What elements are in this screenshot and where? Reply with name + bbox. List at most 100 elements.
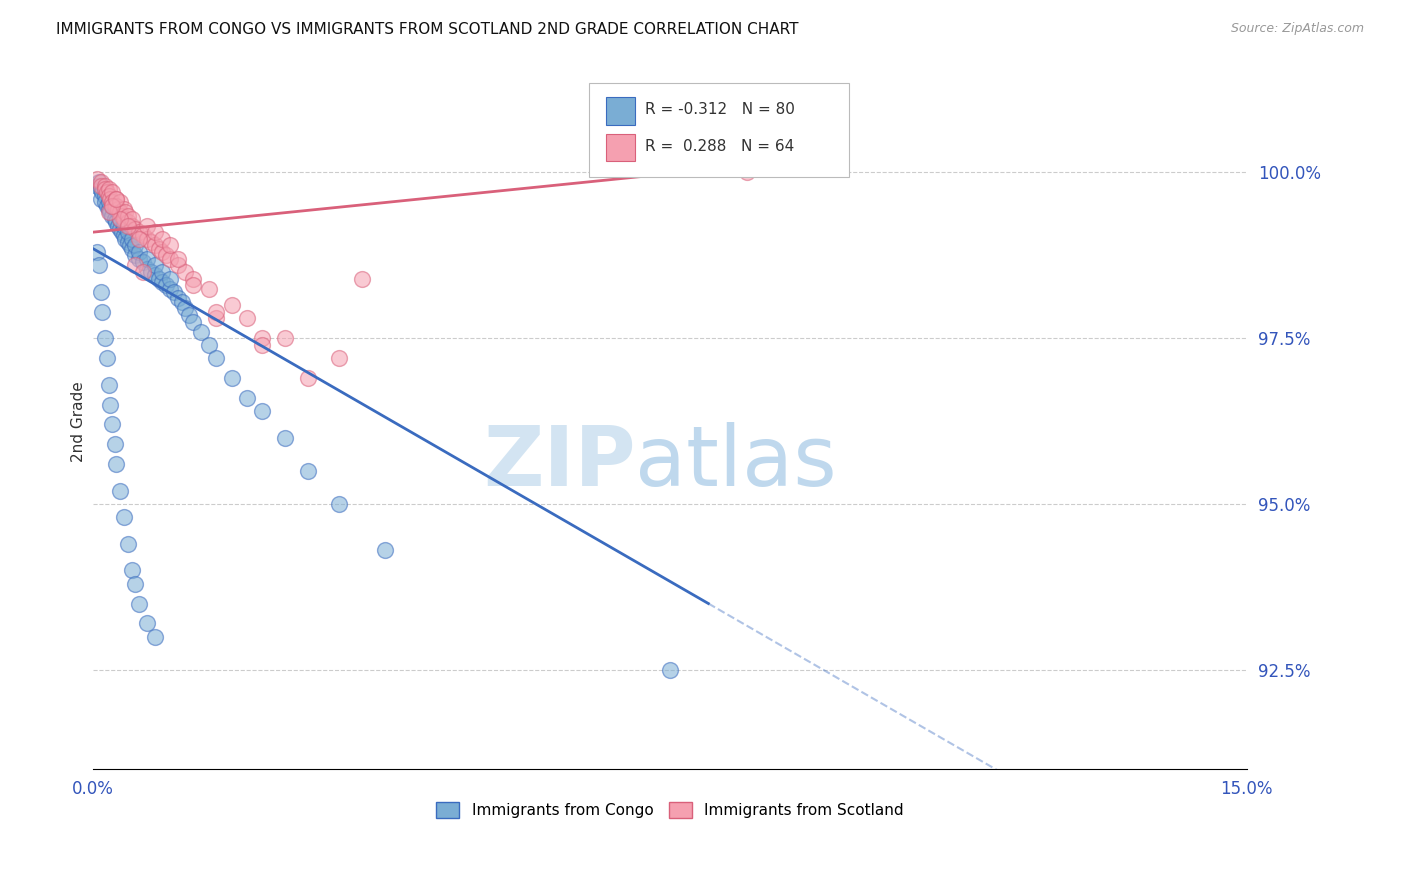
- Point: [98, 205, 121, 219]
- Point: [205, 304, 228, 318]
- Point: [159, 238, 181, 252]
- Point: [112, 202, 135, 216]
- Point: [148, 242, 170, 256]
- Point: [124, 576, 146, 591]
- Point: [105, 199, 128, 213]
- Legend: Immigrants from Congo, Immigrants from Scotland: Immigrants from Congo, Immigrants from S…: [430, 797, 910, 824]
- Point: [117, 235, 139, 249]
- Point: [108, 195, 131, 210]
- Point: [252, 331, 274, 345]
- Point: [112, 228, 135, 243]
- Point: [96, 351, 118, 366]
- Point: [124, 222, 146, 236]
- Point: [101, 417, 124, 432]
- Point: [91, 186, 114, 200]
- Point: [124, 258, 146, 272]
- Point: [101, 209, 124, 223]
- Point: [148, 271, 170, 285]
- Point: [128, 597, 150, 611]
- Point: [139, 235, 162, 249]
- Point: [93, 178, 115, 193]
- Point: [159, 271, 181, 285]
- Point: [166, 252, 188, 266]
- Y-axis label: 2nd Grade: 2nd Grade: [72, 381, 86, 461]
- Text: IMMIGRANTS FROM CONGO VS IMMIGRANTS FROM SCOTLAND 2ND GRADE CORRELATION CHART: IMMIGRANTS FROM CONGO VS IMMIGRANTS FROM…: [56, 22, 799, 37]
- Point: [114, 205, 136, 219]
- Point: [121, 211, 143, 226]
- Point: [105, 202, 128, 216]
- Point: [181, 271, 204, 285]
- Point: [105, 215, 128, 229]
- Point: [163, 285, 186, 299]
- Point: [86, 245, 108, 260]
- Point: [117, 225, 139, 239]
- Point: [132, 265, 155, 279]
- Point: [121, 563, 143, 577]
- Point: [112, 510, 135, 524]
- Point: [111, 225, 134, 239]
- Point: [159, 252, 181, 266]
- Point: [252, 338, 274, 352]
- Point: [96, 186, 118, 200]
- Point: [97, 377, 120, 392]
- Point: [374, 543, 396, 558]
- Point: [236, 391, 259, 405]
- Point: [236, 311, 259, 326]
- Point: [205, 311, 228, 326]
- Point: [155, 278, 177, 293]
- Point: [136, 232, 159, 246]
- Point: [252, 404, 274, 418]
- Point: [117, 215, 139, 229]
- Point: [221, 298, 243, 312]
- Point: [108, 211, 131, 226]
- Point: [86, 172, 108, 186]
- Point: [105, 192, 128, 206]
- Point: [121, 232, 143, 246]
- Point: [132, 228, 155, 243]
- Point: [179, 308, 201, 322]
- Point: [159, 281, 181, 295]
- Point: [735, 165, 758, 179]
- Point: [143, 225, 166, 239]
- Point: [121, 219, 143, 233]
- Point: [98, 192, 121, 206]
- Point: [114, 232, 136, 246]
- Point: [136, 252, 159, 266]
- Text: R = -0.312   N = 80: R = -0.312 N = 80: [644, 103, 794, 118]
- Point: [112, 219, 135, 233]
- Point: [166, 292, 188, 306]
- Point: [101, 186, 124, 200]
- Point: [136, 261, 159, 276]
- Point: [328, 351, 350, 366]
- Point: [98, 398, 121, 412]
- Point: [221, 371, 243, 385]
- Point: [128, 225, 150, 239]
- Point: [101, 195, 124, 210]
- Point: [108, 211, 131, 226]
- Point: [89, 175, 111, 189]
- Point: [107, 202, 129, 216]
- Point: [112, 211, 135, 226]
- Point: [143, 268, 166, 283]
- Point: [328, 497, 350, 511]
- Point: [97, 195, 120, 210]
- Point: [274, 331, 297, 345]
- Text: atlas: atlas: [636, 423, 837, 503]
- Point: [128, 245, 150, 260]
- Point: [90, 175, 112, 189]
- Point: [128, 232, 150, 246]
- Point: [93, 188, 115, 202]
- Point: [97, 205, 120, 219]
- Point: [136, 616, 159, 631]
- Point: [150, 265, 173, 279]
- Point: [150, 232, 173, 246]
- Point: [108, 483, 131, 498]
- Point: [143, 238, 166, 252]
- Point: [96, 199, 118, 213]
- Point: [93, 195, 115, 210]
- Point: [89, 258, 111, 272]
- Point: [105, 457, 128, 471]
- Point: [97, 182, 120, 196]
- Point: [117, 219, 139, 233]
- Point: [108, 205, 131, 219]
